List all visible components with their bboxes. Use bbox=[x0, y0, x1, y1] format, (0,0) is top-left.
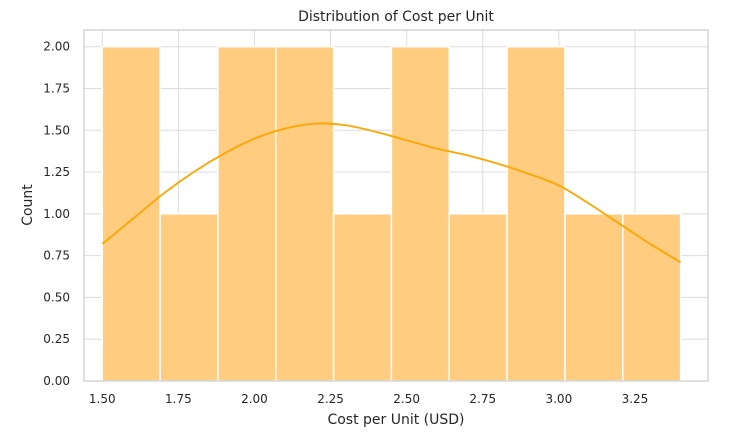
x-tick-label: 2.25 bbox=[317, 392, 344, 406]
histogram-bar-8 bbox=[506, 45, 566, 382]
y-tick-label: 1.75 bbox=[43, 82, 70, 96]
y-axis-ticks: 0.00 0.25 0.50 0.75 1.00 1.25 1.50 1.75 2.00 bbox=[43, 40, 70, 388]
histogram-bar-1 bbox=[101, 45, 161, 382]
histogram-bars bbox=[101, 45, 682, 382]
y-tick-label: 0.00 bbox=[43, 374, 70, 388]
y-tick-label: 2.00 bbox=[43, 40, 70, 54]
y-tick-label: 0.75 bbox=[43, 249, 70, 263]
histogram-bar-6 bbox=[390, 45, 451, 382]
x-tick-label: 2.50 bbox=[393, 392, 420, 406]
histogram-bar-4 bbox=[275, 45, 335, 382]
y-tick-label: 1.50 bbox=[43, 123, 70, 137]
y-tick-label: 1.00 bbox=[43, 207, 70, 221]
x-tick-label: 1.75 bbox=[165, 392, 192, 406]
x-axis-label: Cost per Unit (USD) bbox=[327, 412, 464, 428]
x-axis-ticks: 1.50 1.75 2.00 2.25 2.50 2.75 3.00 3.25 bbox=[89, 392, 648, 406]
x-tick-label: 3.25 bbox=[622, 392, 649, 406]
histogram-bar-9 bbox=[564, 213, 624, 382]
chart-title: Distribution of Cost per Unit bbox=[298, 9, 494, 25]
x-tick-label: 3.00 bbox=[545, 392, 572, 406]
y-tick-label: 1.25 bbox=[43, 165, 70, 179]
histogram-bar-2 bbox=[159, 213, 219, 382]
x-tick-label: 1.50 bbox=[89, 392, 116, 406]
y-axis-label: Count bbox=[20, 184, 36, 226]
histogram-bar-10 bbox=[622, 213, 682, 382]
histogram-bar-5 bbox=[332, 213, 393, 382]
plot-frame bbox=[83, 29, 709, 382]
x-tick-label: 2.00 bbox=[241, 392, 268, 406]
x-tick-label: 2.75 bbox=[469, 392, 496, 406]
histogram-bar-7 bbox=[448, 213, 508, 382]
histogram-bar-3 bbox=[217, 45, 277, 382]
kde-curve-group bbox=[101, 122, 682, 264]
kde-curve bbox=[101, 122, 682, 264]
y-tick-label: 0.25 bbox=[43, 332, 70, 346]
y-tick-label: 0.50 bbox=[43, 290, 70, 304]
